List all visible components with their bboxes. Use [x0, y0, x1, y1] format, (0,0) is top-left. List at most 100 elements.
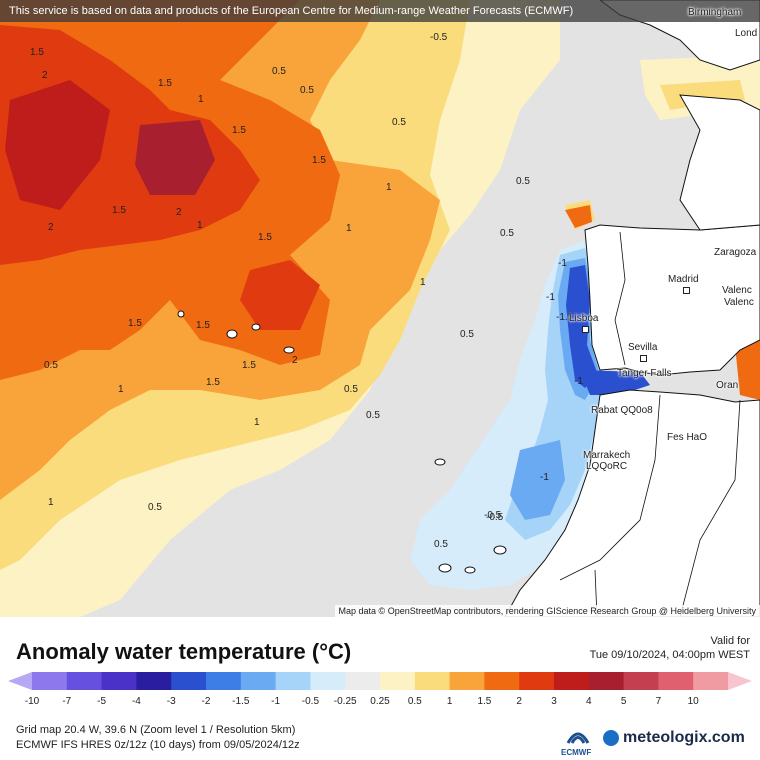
colorbar-tick-label: 2	[516, 696, 522, 707]
anomaly-region-neg1-morocco	[510, 440, 565, 520]
city-dot-sevilla	[640, 355, 647, 362]
contour-label: 1	[197, 220, 203, 231]
north-africa-land	[504, 389, 760, 617]
city-label-valencia-2: Valenc	[724, 297, 754, 308]
contour-label: 1.5	[232, 125, 246, 136]
contour-label: 1.5	[112, 205, 126, 216]
contour-label: 1.5	[196, 320, 210, 331]
colorbar-tick-label: -2	[201, 696, 211, 707]
morocco-border	[559, 394, 661, 581]
colorbar-segment	[206, 672, 242, 690]
contour-label: 1.5	[312, 155, 326, 166]
colorbar-tick-label: -4	[131, 696, 141, 707]
azores-island-2	[251, 323, 261, 331]
grid-info: Grid map 20.4 W, 39.6 N (Zoom level 1 / …	[16, 724, 296, 736]
colorbar-tick-label: -5	[97, 696, 107, 707]
contour-label: 1	[420, 277, 426, 288]
anomaly-region-15-alboran	[735, 335, 760, 400]
colorbar-segment	[380, 672, 416, 690]
colorbar-tick-labels: -10 -7 -5 -4 -3 -2 -1.5 -1 -0.5 -0.25 0.25 0.5 1 1.5 2…	[0, 696, 760, 710]
colorbar-segment	[101, 672, 137, 690]
colorbar-segment	[310, 672, 346, 690]
city-label-sevilla: Sevilla	[628, 342, 658, 353]
colorbar-segment	[171, 672, 207, 690]
contour-label: 2	[42, 70, 48, 81]
colorbar-tick-label: 0.25	[370, 696, 390, 707]
canary-island-3	[493, 545, 507, 555]
contour-label: 0.5	[434, 539, 448, 550]
contour-label: 2	[48, 222, 54, 233]
colorbar-segment	[658, 672, 694, 690]
colorbar-segment	[623, 672, 659, 690]
anomaly-region-gibraltar	[580, 370, 650, 395]
colorbar-segment	[519, 672, 555, 690]
city-label-lisboa: Lisboa	[569, 313, 599, 324]
colorbar-tick-label: -1.5	[232, 696, 250, 707]
contour-label: 1.5	[206, 377, 220, 388]
colorbar-segment	[414, 672, 451, 690]
anomaly-map-svg: 2 1.5 2 1.5 1 1.5 1.5 2 1.5 1.5 2 1.5 1 1.5 1 0.5 0.5 0.5…	[0, 0, 760, 617]
contour-label: 1	[386, 182, 392, 193]
colorbar-tick-label: 4	[586, 696, 592, 707]
valid-for-label: Valid for	[710, 635, 750, 647]
contour-label: 1.5	[30, 47, 44, 58]
city-label-tanger: Tanger Falls	[617, 368, 672, 379]
colorbar-tick-label: -3	[166, 696, 176, 707]
anomaly-region-05-north	[660, 80, 745, 110]
anomaly-region-2-south	[240, 260, 320, 330]
colorbar-tick-label: -0.5	[301, 696, 320, 707]
colorbar-tick-label: -0.25	[333, 696, 357, 707]
canary-island-2	[464, 566, 476, 574]
madeira-island	[434, 458, 446, 466]
meteologix-brand[interactable]: meteologix.com	[623, 729, 745, 746]
contour-label: 0.5	[148, 502, 162, 513]
city-label-zaragoza: Zaragoza	[714, 247, 757, 258]
contour-label: -0.5	[486, 512, 504, 523]
colorbar-tick-label: 1.5	[477, 696, 492, 707]
colorbar-segment	[693, 672, 729, 690]
colorbar-segment	[275, 672, 311, 690]
colorbar-tick-label: 0.5	[407, 696, 422, 707]
contour-label: -1	[574, 376, 583, 387]
contour-label: -1	[558, 258, 567, 269]
portugal-border	[614, 231, 626, 366]
contour-label: 0.5	[392, 117, 406, 128]
valid-time: Tue 09/10/2024, 04:00pm WEST	[589, 649, 750, 661]
contour-label: 1.5	[128, 318, 142, 329]
contour-label: -1	[540, 472, 549, 483]
model-info: ECMWF IFS HRES 0z/12z (10 days) from 09/…	[16, 739, 300, 751]
city-label-fes: Fes HaO	[667, 432, 708, 443]
ecmwf-disclaimer: This service is based on data and produc…	[0, 0, 760, 22]
azores-island-1	[226, 329, 238, 339]
colorbar-segment	[66, 672, 103, 690]
contour-label: 1	[118, 384, 124, 395]
contour-label: -1	[546, 292, 555, 303]
contour-label: 0.5	[460, 329, 474, 340]
city-label-marrakech-2: LQQoRC	[586, 461, 628, 472]
city-dot-madrid	[683, 287, 690, 294]
city-label-london: Lond	[735, 28, 758, 39]
legend-panel: Anomaly water temperature (°C) Valid for…	[0, 617, 760, 760]
colorbar-min-arrow	[8, 672, 32, 690]
city-label-oran: Oran	[716, 380, 739, 391]
azores-island-4	[177, 310, 185, 318]
contour-label: 1	[346, 223, 352, 234]
contour-label: 0.5	[300, 85, 314, 96]
map-attribution: Map data © OpenStreetMap contributors, r…	[334, 605, 760, 617]
colorbar-tick-label: 7	[655, 696, 662, 707]
colorbar-segment	[136, 672, 172, 690]
contour-label: -0.5	[430, 32, 448, 43]
meteologix-icon	[603, 730, 619, 746]
colorbar-max-arrow	[728, 672, 752, 690]
colorbar-segment	[554, 672, 590, 690]
contour-label: 1	[254, 417, 260, 428]
contour-label: 1	[198, 94, 204, 105]
contour-label: -1.5	[556, 312, 574, 323]
city-label-valencia-1: Valenc	[722, 285, 752, 296]
weather-map[interactable]: 2 1.5 2 1.5 1 1.5 1.5 2 1.5 1.5 2 1.5 1 1.5 1 0.5 0.5 0.5…	[0, 0, 760, 617]
colorbar-tick-label: 3	[551, 696, 557, 707]
anomaly-region-3-core	[135, 120, 215, 195]
city-label-rabat: Rabat QQ0o8	[591, 405, 653, 416]
contour-label: 0.5	[500, 228, 514, 239]
contour-label: 0.5	[516, 176, 530, 187]
